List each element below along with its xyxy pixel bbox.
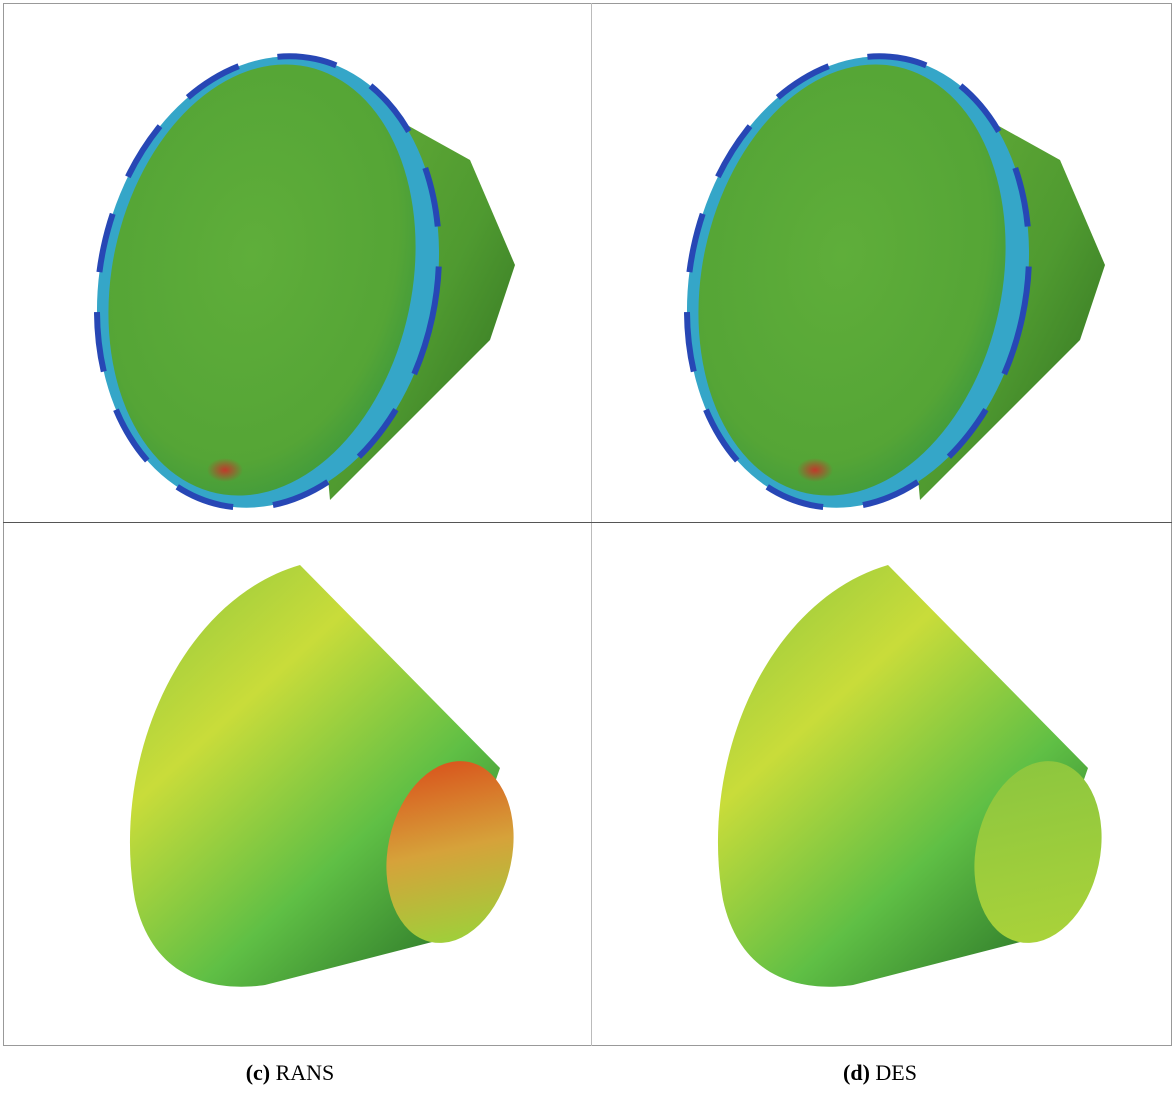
des-windward-view <box>646 24 1105 540</box>
caption: (c) RANS <box>246 1060 335 1085</box>
rans-leeward-view <box>130 565 530 987</box>
caption: (d) DES <box>843 1060 917 1085</box>
caption-label: (d) <box>843 1060 870 1085</box>
caption-text: DES <box>875 1060 917 1085</box>
caption-label: (c) <box>246 1060 270 1085</box>
rans-windward-view <box>56 24 515 540</box>
des-leeward-view <box>718 565 1118 987</box>
page: (c) RANS (d) DES (() => { const data = J… <box>0 0 1172 1089</box>
figure: (c) RANS (d) DES <box>0 0 1172 1089</box>
caption-text: RANS <box>276 1060 335 1085</box>
